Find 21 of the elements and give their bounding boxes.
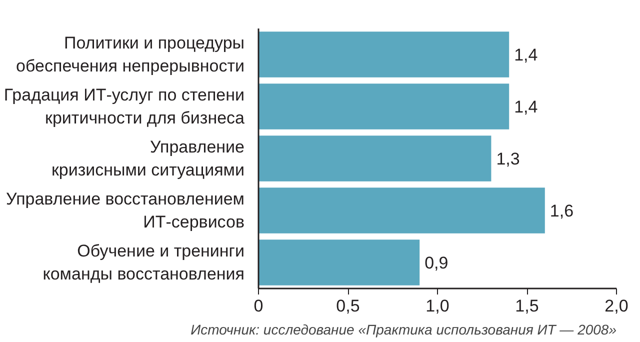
bar [258,32,510,78]
bar [258,188,545,234]
data-label: 1,3 [496,150,520,168]
y-tick-label: Политики и процедуры обеспечения непрерывности [16,34,245,76]
data-label: 1,6 [550,202,574,220]
data-label: 1,4 [514,46,538,64]
x-tick-label: 0 [254,296,264,316]
x-tick-label: 2,0 [604,296,628,316]
x-tick-label: 1,0 [426,296,450,316]
data-label: 1,4 [514,98,538,116]
data-label: 0,9 [424,254,448,272]
y-tick-label: Обучение и тренинги команды восстановления [42,242,245,284]
bar [258,136,492,182]
y-tick-label: Градация ИТ-услуг по степени критичности для бизнеса [4,86,246,128]
y-tick-label: Управление восстановлением ИТ-сервисов [6,190,245,232]
bar [258,84,510,130]
y-tick-label: Управление кризисными ситуациями [51,138,245,180]
bar [258,240,420,286]
x-tick-label: 0,5 [336,296,360,316]
x-tick-label: 1,5 [515,296,539,316]
text: Источник: исследование «Практика использования ИТ — 2008» [190,322,617,338]
